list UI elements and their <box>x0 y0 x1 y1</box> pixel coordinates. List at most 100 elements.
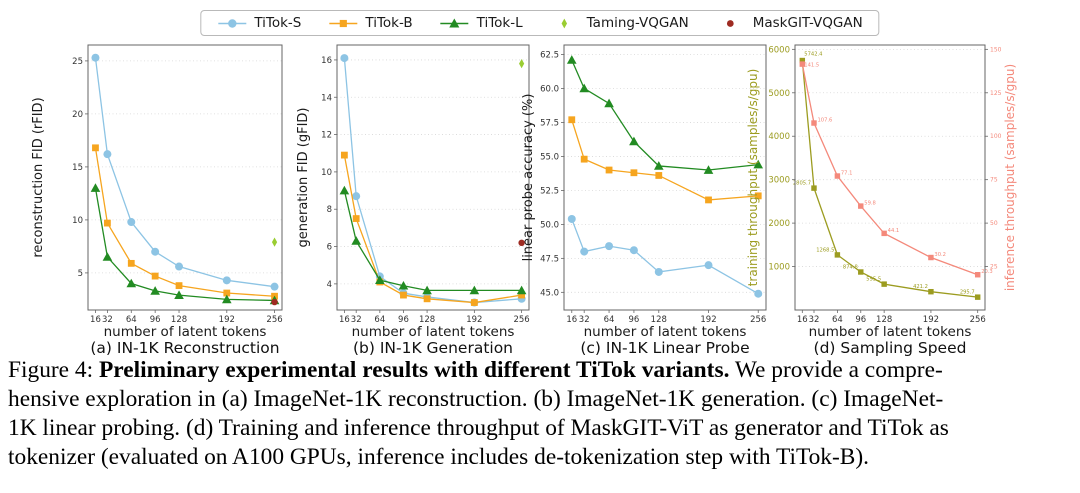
svg-text:60.0: 60.0 <box>540 84 559 94</box>
svg-text:192: 192 <box>466 315 482 325</box>
svg-text:5000: 5000 <box>768 89 790 99</box>
svg-text:50.0: 50.0 <box>540 220 559 230</box>
svg-text:8: 8 <box>327 205 332 215</box>
svg-text:421.2: 421.2 <box>913 284 928 290</box>
diamond-marker-icon <box>561 18 568 28</box>
svg-text:(b) IN-1K Generation: (b) IN-1K Generation <box>353 339 513 356</box>
svg-text:linear probe accuracy (%): linear probe accuracy (%) <box>521 94 536 262</box>
svg-text:16: 16 <box>321 56 332 66</box>
svg-text:32: 32 <box>102 315 113 325</box>
caption-line1-rest: We provide a compre- <box>729 357 943 383</box>
svg-text:141.5: 141.5 <box>804 63 819 69</box>
svg-text:10: 10 <box>321 168 332 178</box>
svg-text:295.7: 295.7 <box>960 290 975 296</box>
svg-text:20.3: 20.3 <box>981 269 993 275</box>
svg-text:128: 128 <box>171 315 187 325</box>
caption-line2: hensive exploration in (a) ImageNet-1K r… <box>8 386 944 412</box>
svg-text:64: 64 <box>832 315 843 325</box>
svg-text:14: 14 <box>321 93 332 103</box>
svg-text:125: 125 <box>990 90 1002 97</box>
legend-item-taming-vqgan: Taming-VQGAN <box>550 15 689 31</box>
svg-text:256: 256 <box>266 315 282 325</box>
svg-text:75: 75 <box>990 177 998 184</box>
svg-text:(a) IN-1K Reconstruction: (a) IN-1K Reconstruction <box>90 339 279 356</box>
figure-legend: TiTok-S TiTok-B TiTok-L Taming-VQGAN MaskGIT… <box>200 10 880 36</box>
svg-text:16: 16 <box>90 315 101 325</box>
svg-text:25: 25 <box>990 264 998 271</box>
svg-text:128: 128 <box>876 315 892 325</box>
svg-text:25: 25 <box>72 57 83 67</box>
svg-text:44.1: 44.1 <box>888 228 900 234</box>
svg-text:32: 32 <box>351 315 362 325</box>
chart-d-sampling-speed: 5742.4 2805.7 1268.5 874.8 595.5 421.2 295.7 14… <box>746 44 1017 356</box>
svg-text:16: 16 <box>797 315 808 325</box>
svg-text:77.1: 77.1 <box>841 171 853 177</box>
figure-4: TiTok-S TiTok-B TiTok-L Taming-VQGAN MaskGIT… <box>31 10 1017 356</box>
svg-text:12: 12 <box>321 131 332 141</box>
legend-label: MaskGIT-VQGAN <box>752 15 863 31</box>
svg-text:62.5: 62.5 <box>540 51 559 61</box>
legend-item-titok-l: TiTok-L <box>440 15 523 31</box>
svg-text:5742.4: 5742.4 <box>804 52 823 58</box>
svg-text:64: 64 <box>126 315 137 325</box>
svg-text:96: 96 <box>150 315 161 325</box>
svg-text:2000: 2000 <box>768 219 790 229</box>
svg-text:number of latent tokens: number of latent tokens <box>809 324 972 340</box>
svg-text:inference throughput (samples/: inference throughput (samples/s/gpu) <box>1003 64 1017 291</box>
svg-text:32: 32 <box>809 315 820 325</box>
svg-text:128: 128 <box>651 315 667 325</box>
svg-text:150: 150 <box>990 46 1002 53</box>
svg-text:55.0: 55.0 <box>540 152 559 162</box>
svg-text:100: 100 <box>990 133 1002 140</box>
circle-marker-icon <box>218 18 247 28</box>
svg-text:16: 16 <box>339 315 350 325</box>
figure-caption: Figure 4: Preliminary experimental resul… <box>8 356 1072 472</box>
svg-text:number of latent tokens: number of latent tokens <box>104 324 267 340</box>
svg-text:1000: 1000 <box>768 263 790 273</box>
svg-text:generation FID (gFID): generation FID (gFID) <box>296 107 311 247</box>
svg-text:15: 15 <box>72 163 83 173</box>
svg-text:6: 6 <box>327 243 332 253</box>
svg-text:6000: 6000 <box>768 45 790 55</box>
svg-text:595.5: 595.5 <box>866 277 881 283</box>
svg-text:192: 192 <box>923 315 939 325</box>
caption-line4: tokenizer (evaluated on A100 GPUs, infer… <box>8 444 870 470</box>
svg-text:256: 256 <box>970 315 986 325</box>
svg-text:59.8: 59.8 <box>864 201 876 207</box>
svg-text:256: 256 <box>750 315 766 325</box>
svg-text:10: 10 <box>72 216 83 226</box>
legend-label: TiTok-B <box>365 15 413 31</box>
svg-text:64: 64 <box>604 315 615 325</box>
svg-text:52.5: 52.5 <box>540 186 559 196</box>
svg-text:45.0: 45.0 <box>540 288 559 298</box>
svg-text:2805.7: 2805.7 <box>793 181 811 187</box>
svg-text:20: 20 <box>72 110 83 120</box>
svg-text:3000: 3000 <box>768 176 790 186</box>
svg-text:107.6: 107.6 <box>818 118 833 124</box>
legend-item-maskgit-vqgan: MaskGIT-VQGAN <box>716 15 863 31</box>
svg-text:47.5: 47.5 <box>540 254 559 264</box>
svg-text:874.8: 874.8 <box>843 264 858 270</box>
chart-a-reconstruction: 16 32 64 96 128 192 256 5 10 15 20 25 number of late… <box>31 44 283 356</box>
square-marker-icon <box>329 19 358 27</box>
caption-bold-title: Preliminary experimental results with di… <box>98 357 730 383</box>
svg-text:5: 5 <box>78 269 83 279</box>
svg-text:number of latent tokens: number of latent tokens <box>352 324 515 340</box>
svg-text:50: 50 <box>990 220 998 227</box>
svg-text:96: 96 <box>398 315 409 325</box>
svg-text:192: 192 <box>700 315 716 325</box>
legend-item-titok-b: TiTok-B <box>328 15 413 31</box>
svg-text:number of latent tokens: number of latent tokens <box>584 324 747 340</box>
svg-text:1268.5: 1268.5 <box>816 247 834 253</box>
svg-text:32: 32 <box>579 315 590 325</box>
svg-text:256: 256 <box>513 315 529 325</box>
svg-text:(c) IN-1K Linear Probe: (c) IN-1K Linear Probe <box>580 339 749 356</box>
svg-text:4000: 4000 <box>768 132 790 142</box>
caption-prefix: Figure 4: <box>8 357 99 383</box>
legend-label: Taming-VQGAN <box>586 15 689 31</box>
legend-item-titok-s: TiTok-S <box>217 15 301 31</box>
svg-text:(d) Sampling Speed: (d) Sampling Speed <box>814 339 967 356</box>
svg-text:128: 128 <box>419 315 435 325</box>
svg-text:96: 96 <box>855 315 866 325</box>
